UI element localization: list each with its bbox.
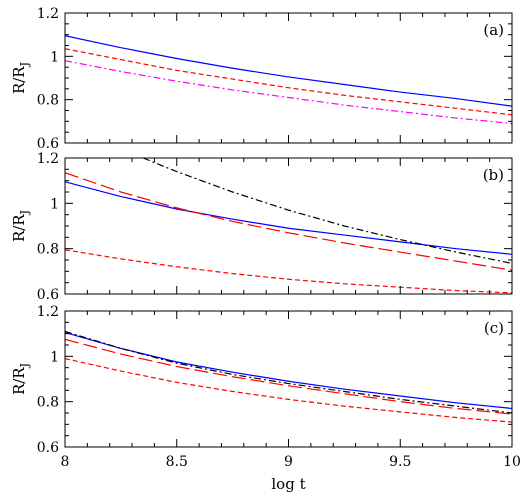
series-line-2-0	[65, 331, 512, 410]
x-tick-label: 9	[284, 454, 293, 470]
panel-0: 0.6 0.8 1 1.2 (a) R/RJ	[10, 6, 513, 152]
plot-frame	[64, 12, 513, 144]
panel-1: 0.6 0.8 1 1.2 (b) R/RJ	[10, 151, 513, 303]
y-tick-label: 1.2	[37, 151, 59, 167]
x-tick-label: 9.5	[389, 454, 411, 470]
series-line-1-0	[65, 181, 512, 255]
series-line-0-2	[65, 60, 512, 125]
y-tick-label: 1.2	[37, 304, 59, 320]
x-tick-label: 8	[61, 454, 70, 470]
y-tick-label: 0.6	[37, 136, 59, 152]
x-tick-label: 8.5	[166, 454, 188, 470]
series-line-1-2	[142, 158, 512, 264]
y-tick-label: 1	[50, 49, 59, 65]
y-axis-title: R/RJ	[10, 363, 31, 395]
plot-frame	[64, 157, 513, 295]
y-tick-label: 0.8	[37, 93, 59, 109]
series-line-0-1	[65, 48, 512, 116]
series-line-1-1	[65, 172, 512, 271]
y-tick-label: 0.6	[37, 287, 59, 303]
y-tick-label: 1	[50, 349, 59, 365]
series-line-2-1	[65, 330, 512, 414]
panel-label: (c)	[484, 319, 504, 337]
series-line-2-2	[65, 338, 512, 415]
series-line-2-3	[65, 358, 512, 423]
plot-frame	[64, 310, 513, 448]
panel-label: (a)	[483, 21, 504, 39]
series-line-0-0	[65, 35, 512, 107]
panel-2: 0.6 0.8 1 1.2 8 8.5 9 9.5 10 (c) R/RJ log t	[10, 304, 521, 493]
panel-label: (b)	[483, 166, 504, 184]
y-tick-label: 0.8	[37, 242, 59, 258]
y-axis-title: R/RJ	[10, 210, 31, 242]
x-axis-title: log t	[271, 475, 305, 493]
y-axis-title: R/RJ	[10, 62, 31, 94]
y-tick-label: 0.8	[37, 395, 59, 411]
y-tick-label: 1	[50, 196, 59, 212]
series-line-1-3	[65, 249, 512, 294]
y-tick-label: 1.2	[37, 6, 59, 22]
y-tick-label: 0.6	[37, 440, 59, 456]
x-tick-label: 10	[503, 454, 521, 470]
